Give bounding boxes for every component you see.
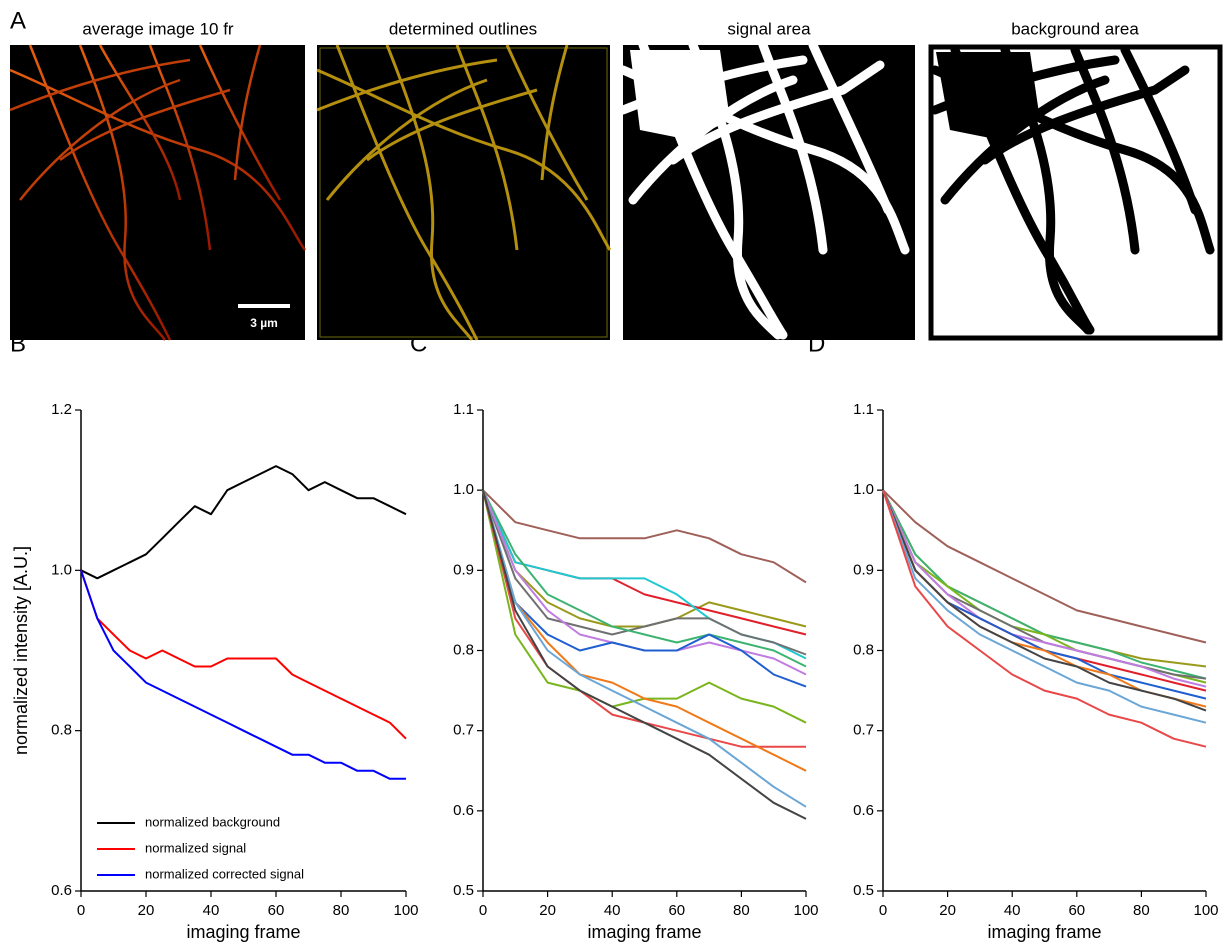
y-tick-label: 1.0 [853, 481, 874, 498]
image-title: determined outlines [389, 19, 537, 38]
data-line [882, 489, 1207, 712]
y-tick-label: 0.9 [853, 561, 874, 578]
data-line [482, 489, 807, 820]
data-line [482, 489, 807, 656]
plot: 0.5 0.6 0.7 0.8 0.9 1.0 1.1 0 20 40 60 80 100 imaging… [453, 401, 818, 942]
x-axis-label: imaging frame [186, 922, 300, 942]
scale-bar-label: 3 µm [250, 316, 278, 330]
data-line [482, 489, 807, 808]
signal-area-mask [618, 40, 915, 340]
x-tick-label: 20 [138, 902, 155, 919]
legend-label: normalized background [145, 814, 280, 829]
x-tick-label: 60 [268, 902, 285, 919]
data-line [882, 489, 1207, 688]
background-area-mask [928, 44, 1223, 341]
data-line [482, 489, 807, 688]
data-line [482, 489, 807, 724]
x-tick-label: 100 [793, 902, 818, 919]
y-tick-label: 1.0 [453, 481, 474, 498]
y-tick-label: 1.1 [853, 401, 874, 418]
y-tick-label: 0.6 [51, 882, 72, 899]
y-tick-label: 0.8 [853, 641, 874, 658]
x-tick-label: 0 [77, 902, 85, 919]
y-tick-label: 0.7 [853, 722, 874, 739]
x-tick-label: 100 [1193, 902, 1218, 919]
x-axis-label: imaging frame [587, 922, 701, 942]
image-title: average image 10 fr [82, 19, 234, 38]
y-tick-label: 1.2 [51, 401, 72, 418]
micrograph-outlines [316, 44, 612, 341]
data-line [80, 465, 407, 580]
plot: 0.5 0.6 0.7 0.8 0.9 1.0 1.1 0 20 40 60 80 100 imaging… [853, 401, 1218, 942]
data-line [882, 489, 1207, 748]
data-line [882, 489, 1207, 708]
y-tick-label: 1.1 [453, 401, 474, 418]
x-tick-label: 60 [668, 902, 685, 919]
x-tick-label: 60 [1068, 902, 1085, 919]
x-tick-label: 100 [393, 902, 418, 919]
y-tick-label: 0.9 [453, 561, 474, 578]
plot: 0.6 0.8 1.0 1.2 0 20 40 60 80 100 imaging frame nor… [11, 401, 419, 942]
x-tick-label: 40 [1004, 902, 1021, 919]
x-tick-label: 20 [539, 902, 556, 919]
x-tick-label: 0 [879, 902, 887, 919]
y-tick-label: 1.0 [51, 561, 72, 578]
x-tick-label: 20 [939, 902, 956, 919]
x-tick-label: 80 [333, 902, 350, 919]
y-tick-label: 0.8 [51, 722, 72, 739]
image-title: background area [1011, 19, 1139, 38]
data-line [482, 489, 807, 772]
y-tick-label: 0.5 [853, 882, 874, 899]
data-line [882, 489, 1207, 724]
legend-label: normalized corrected signal [145, 866, 304, 881]
y-tick-label: 0.6 [853, 802, 874, 819]
x-tick-label: 80 [733, 902, 750, 919]
micrograph-average: 3 µm [9, 44, 307, 341]
y-tick-label: 0.5 [453, 882, 474, 899]
data-line [482, 489, 807, 584]
y-tick-label: 0.6 [453, 802, 474, 819]
data-line [80, 569, 407, 740]
data-line [80, 569, 406, 780]
y-tick-label: 0.7 [453, 722, 474, 739]
x-axis-label: imaging frame [987, 922, 1101, 942]
data-line [482, 489, 807, 636]
y-axis-label: normalized intensity [A.U.] [11, 546, 31, 755]
legend-label: normalized signal [145, 840, 246, 855]
y-tick-label: 0.8 [453, 641, 474, 658]
data-line [482, 489, 807, 668]
x-tick-label: 40 [604, 902, 621, 919]
panel-letter: A [10, 7, 26, 34]
x-tick-label: 0 [479, 902, 487, 919]
x-tick-label: 40 [203, 902, 220, 919]
x-tick-label: 80 [1133, 902, 1150, 919]
data-line [882, 489, 1207, 644]
image-title: signal area [727, 19, 811, 38]
